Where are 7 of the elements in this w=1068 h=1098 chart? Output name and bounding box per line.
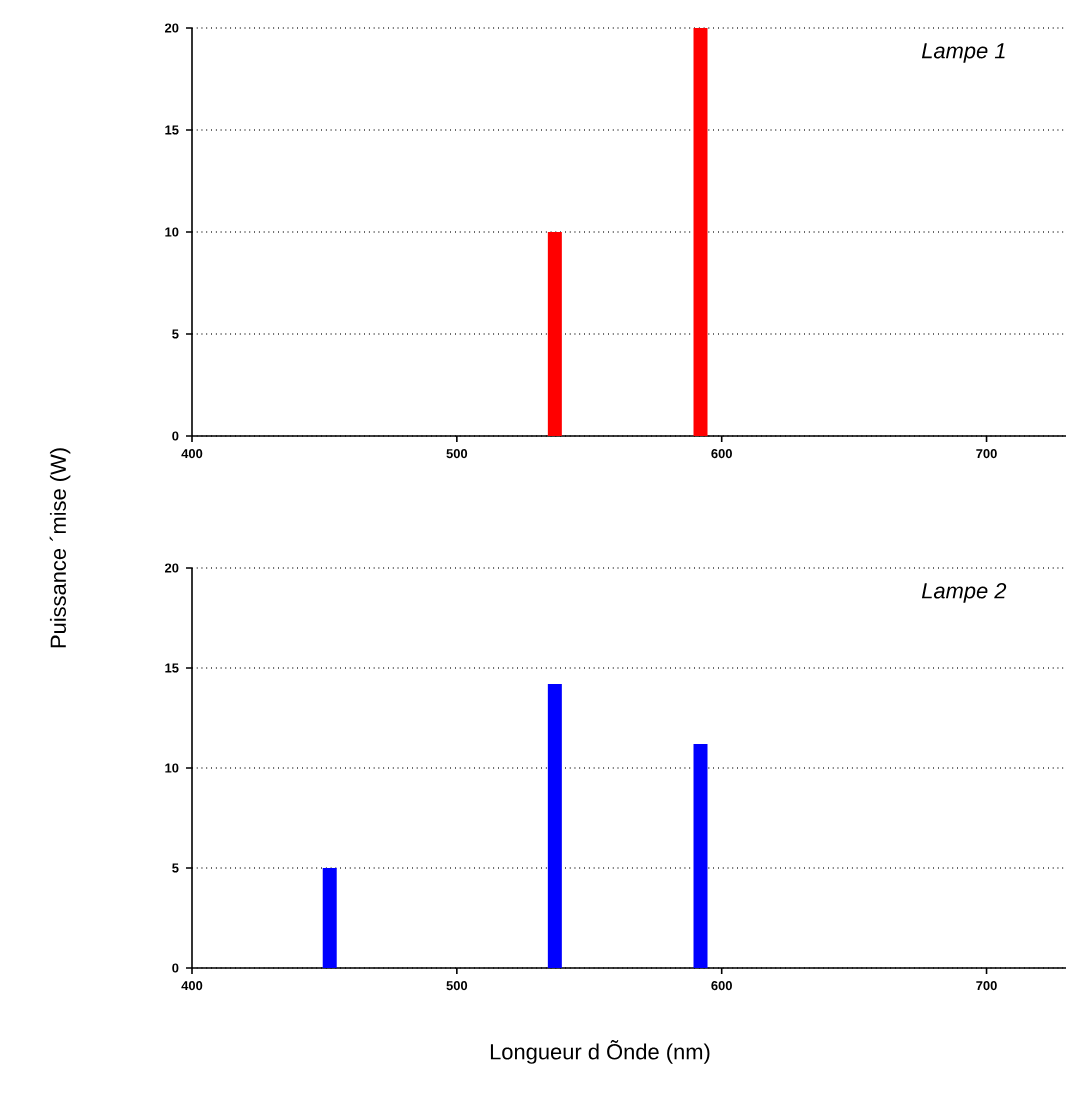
text: Lampe 1 <box>921 43 1005 63</box>
y-axis-title: Puissance ´mise (W) <box>49 448 71 648</box>
bar <box>547 683 562 968</box>
bar <box>693 743 708 968</box>
x-axis-title: Longueur d Õnde (nm) <box>490 1040 710 1064</box>
text: Lampe 2 <box>921 583 1007 603</box>
bar <box>322 867 337 968</box>
